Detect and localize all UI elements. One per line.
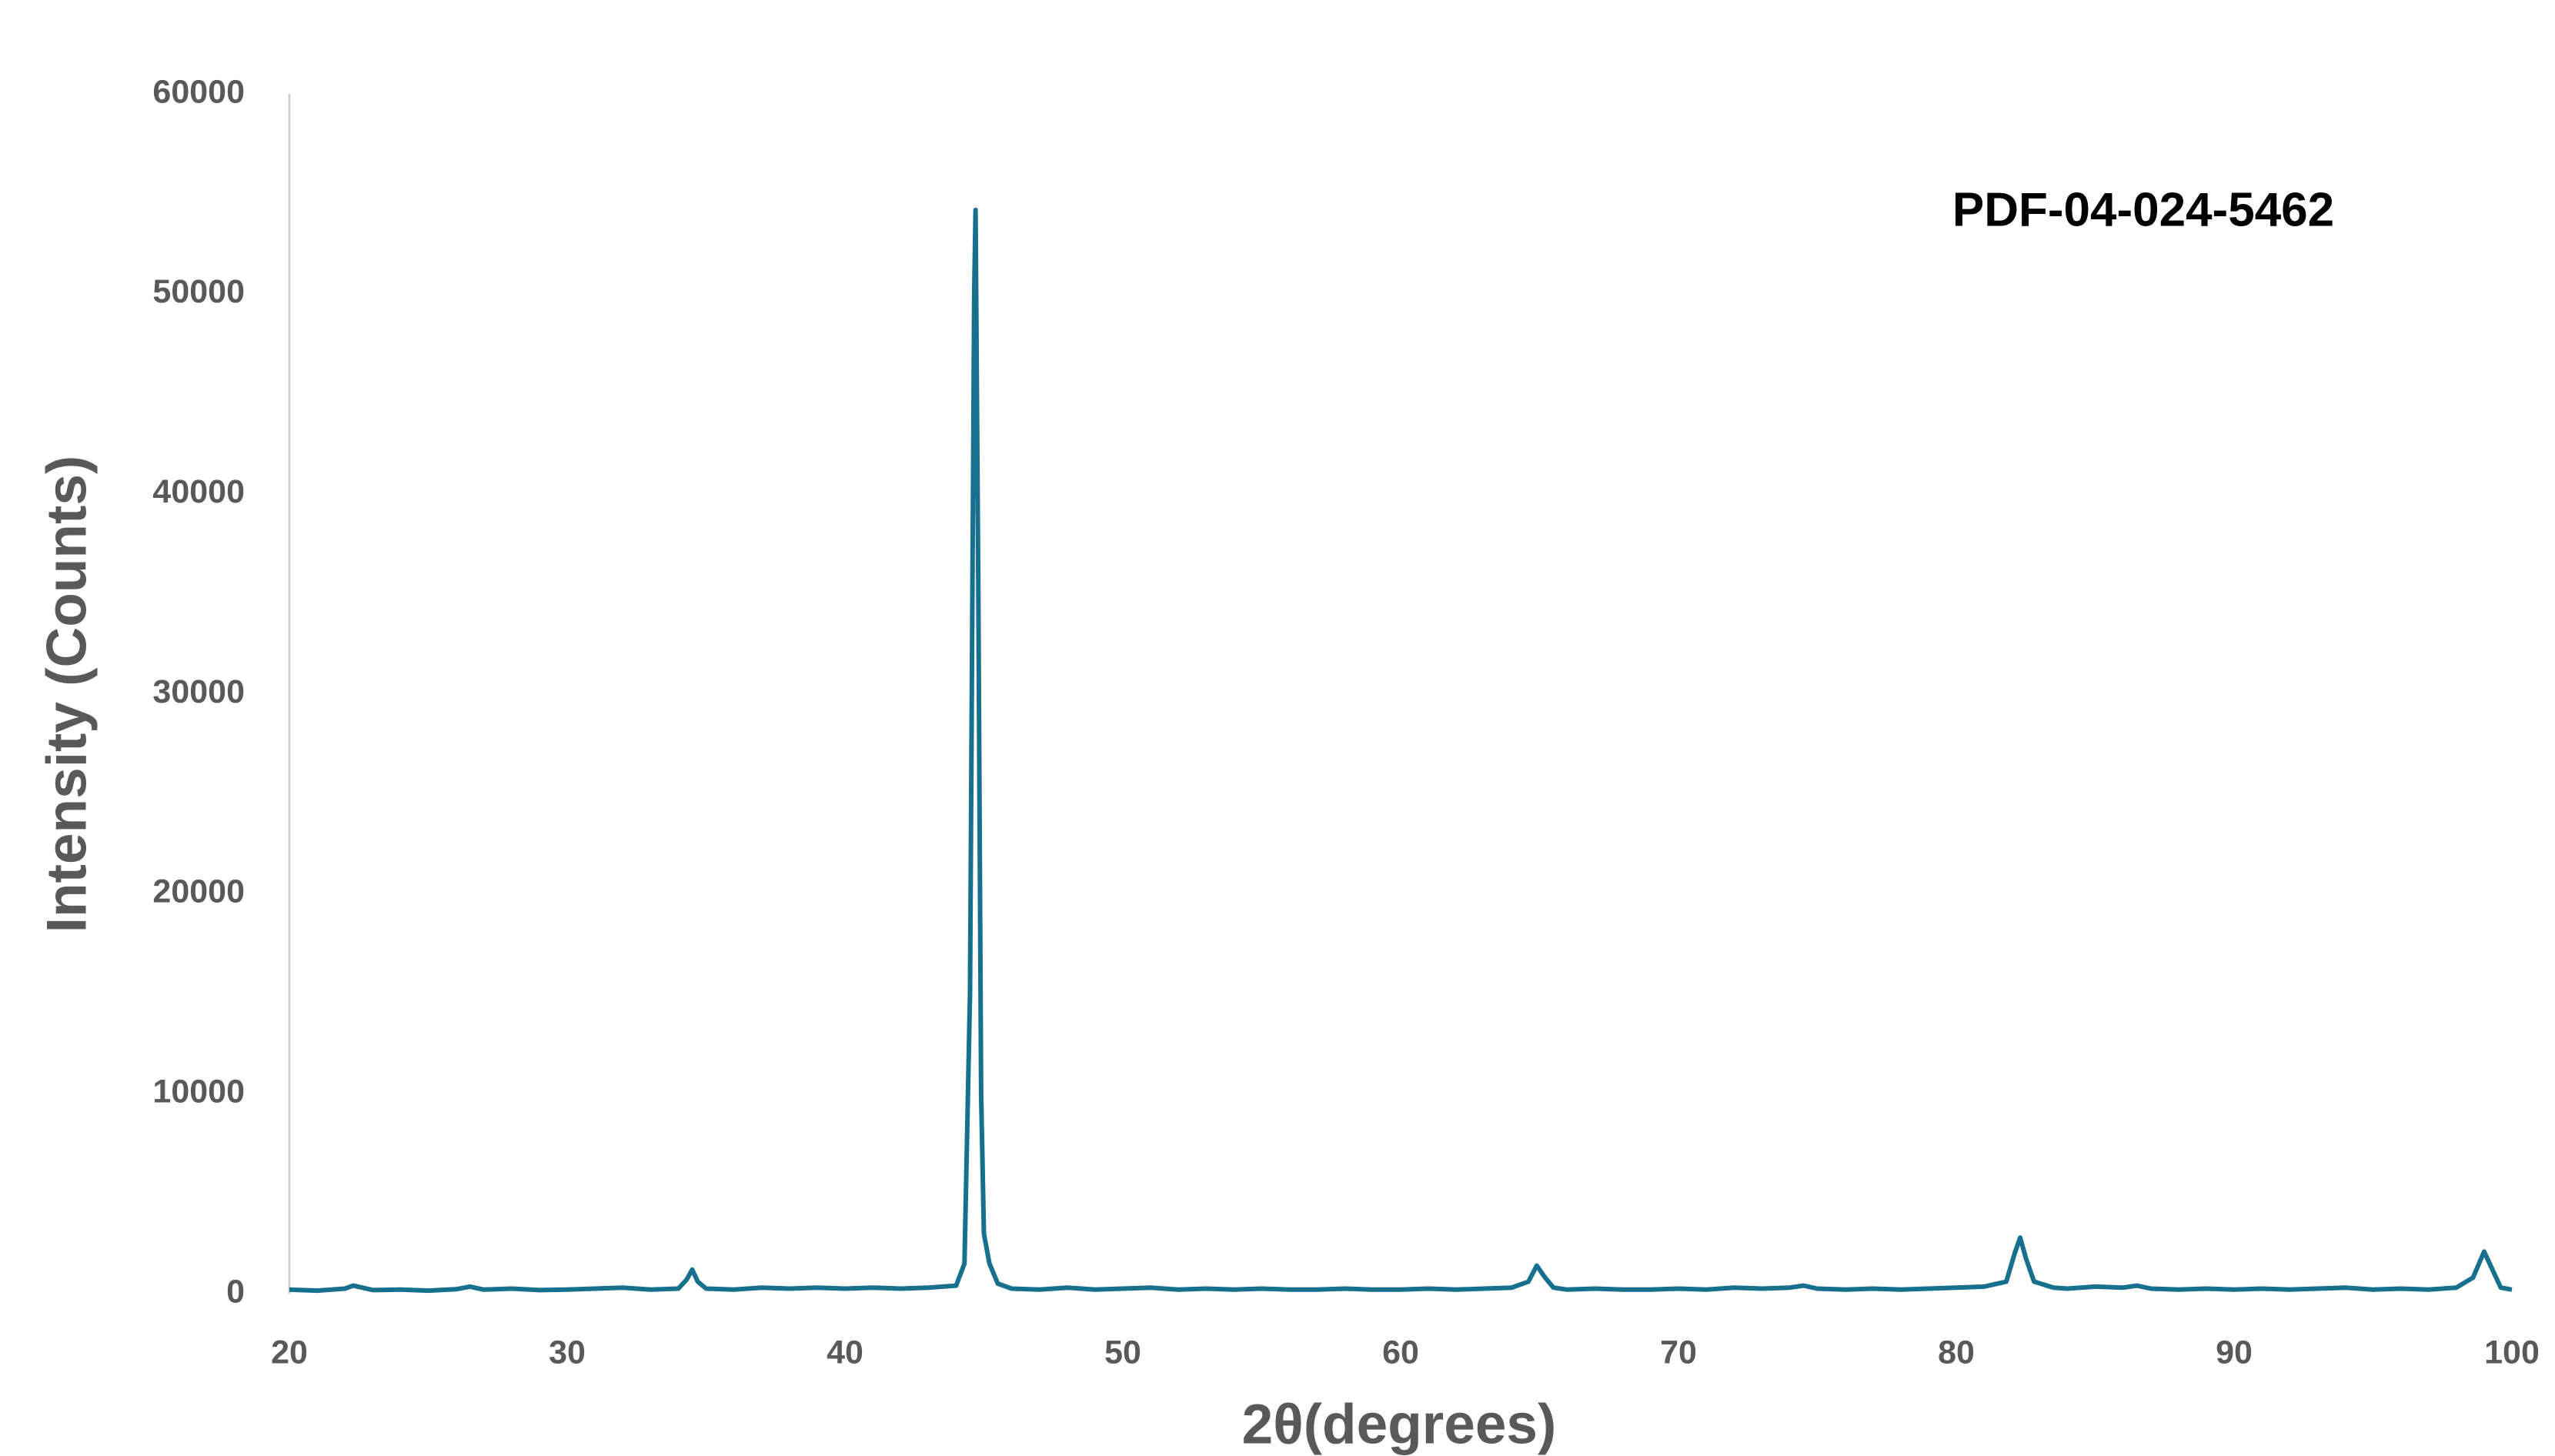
x-tick-label: 90 (2216, 1334, 2253, 1371)
x-tick-label: 100 (2484, 1334, 2540, 1371)
x-tick-label: 30 (549, 1334, 586, 1371)
x-tick-label: 70 (1660, 1334, 1697, 1371)
x-tick-label: 40 (827, 1334, 863, 1371)
y-tick-label: 10000 (152, 1074, 245, 1110)
y-tick-label: 20000 (152, 873, 245, 910)
y-tick-label: 0 (226, 1273, 245, 1310)
x-tick-label: 20 (271, 1334, 308, 1371)
y-axis-title: Intensity (Counts) (35, 456, 98, 933)
x-tick-label: 60 (1382, 1334, 1419, 1371)
y-tick-label: 40000 (152, 473, 245, 510)
y-tick-label: 50000 (152, 273, 245, 310)
x-axis-title: 2θ(degrees) (1242, 1393, 1557, 1455)
data-line (289, 207, 2513, 1294)
x-tick-label: 50 (1104, 1334, 1141, 1371)
x-tick-label: 80 (1938, 1334, 1975, 1371)
annotation: PDF-04-024-5462 (1952, 183, 2334, 236)
y-tick-label: 60000 (152, 73, 245, 110)
y-tick-label: 30000 (152, 673, 245, 710)
